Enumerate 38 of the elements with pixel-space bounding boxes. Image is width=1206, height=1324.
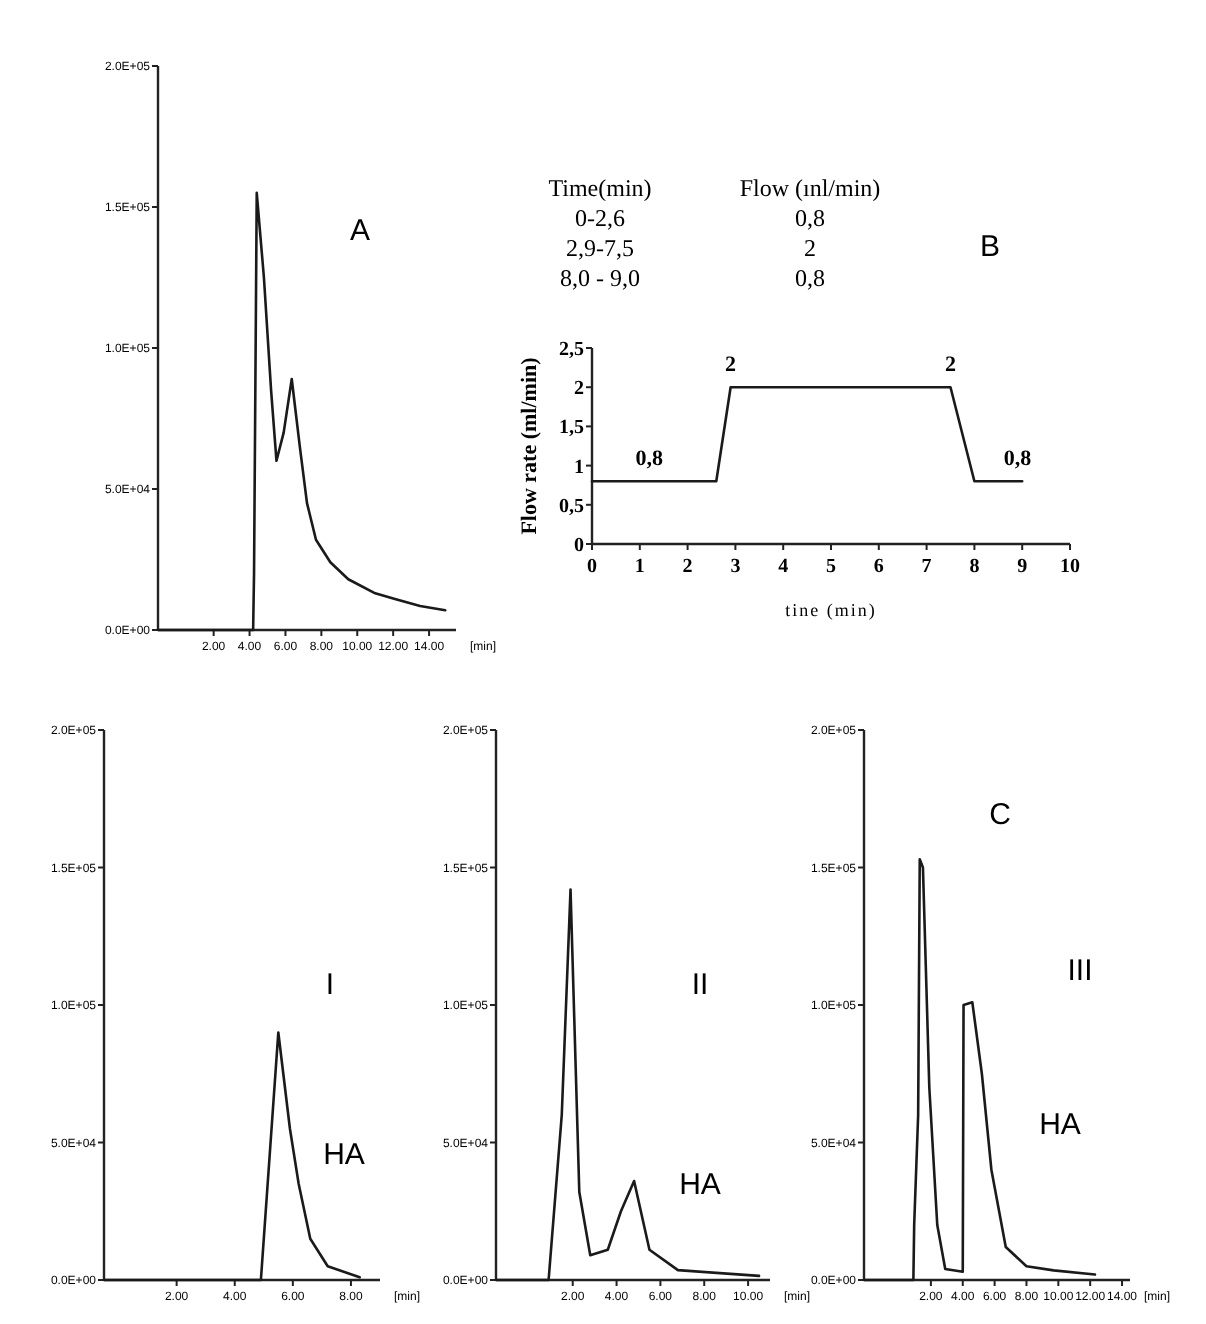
annotation: 2 (725, 353, 738, 378)
y-tick-label: 2 (574, 378, 584, 401)
annotation: C (989, 798, 1012, 832)
y-axis-title: Flow rate (ml/min) (518, 356, 542, 535)
annotation: 0,8 (635, 447, 665, 472)
text: III (1067, 954, 1093, 988)
x-tick-label: 5 (826, 556, 836, 578)
x-tick-label: 1 (634, 556, 645, 578)
text: 2,9-7,5 (566, 234, 634, 262)
x-axis-title: tine (min) (785, 600, 877, 620)
text: 0-2,6 (575, 204, 625, 232)
annotation: HA (679, 1168, 721, 1202)
y-tick-label: 1 (574, 456, 584, 479)
text: A (349, 214, 371, 248)
text: 0,8 (795, 204, 825, 232)
chart-title: B (979, 230, 1001, 264)
annotation: HA (323, 1138, 365, 1172)
x-tick-label: 2 (682, 556, 693, 578)
x-tick-label: 8 (969, 556, 980, 578)
text: 0,8 (795, 264, 825, 292)
x-tick-label: 4 (778, 556, 789, 578)
text: I (325, 968, 335, 1002)
y-tick-label: 0 (574, 535, 584, 557)
text: Flow (ınl/min) (739, 174, 881, 202)
x-tick-label: 3 (730, 556, 741, 578)
annotation: 2 (945, 353, 957, 378)
y-tick-label: 2,5 (559, 339, 584, 361)
annotation: HA (1039, 1108, 1081, 1142)
y-tick-label: 1,5 (559, 417, 584, 440)
x-tick-label: 7 (921, 556, 932, 578)
y-tick-label: 0,5 (559, 495, 584, 518)
text: II (691, 968, 709, 1002)
text: Time(min) (548, 174, 652, 202)
x-tick-label: 6 (873, 556, 884, 578)
x-tick-label: 10 (1060, 556, 1080, 578)
text: 8,0 - 9,0 (560, 264, 640, 292)
x-tick-label: 9 (1017, 556, 1028, 578)
annotation: 0,8 (1003, 447, 1033, 472)
